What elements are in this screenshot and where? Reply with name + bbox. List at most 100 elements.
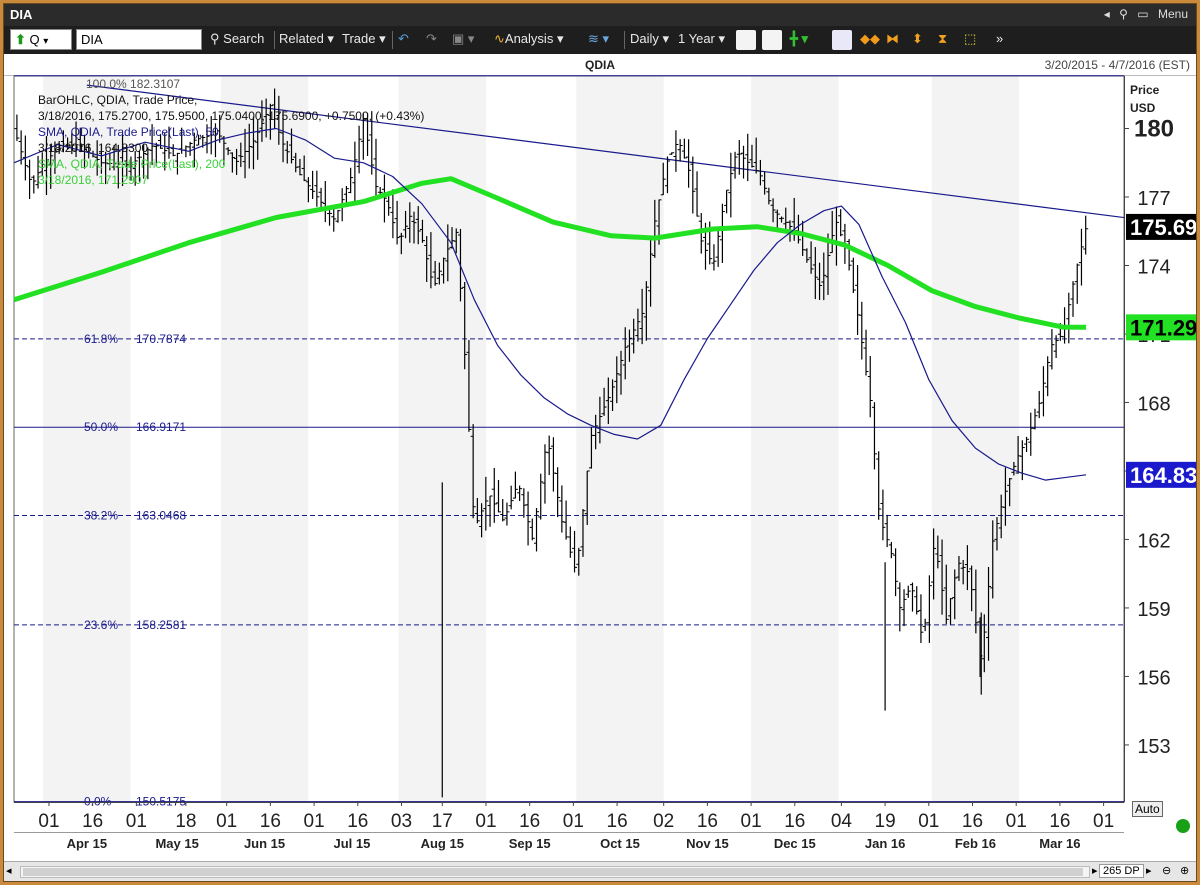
title-bar: DIA ◂ ⚲ ▭ Menu [4,4,1196,26]
interval-label: Daily [630,31,659,46]
redo-icon[interactable]: ↷ [426,31,437,46]
symbol-input[interactable]: DIA [76,29,202,50]
month-band [43,76,131,802]
more-chevron-icon[interactable]: » [996,31,1004,46]
x-tick-label: 16 [697,811,718,832]
trade-menu[interactable]: Trade ▾ [342,31,386,46]
divider [392,31,393,49]
chevron-down-icon: ▾ [43,36,49,47]
menu-button[interactable]: Menu [1157,7,1188,21]
legend-line: BarOHLC, QDIA, Trade Price, [38,93,197,107]
price-axis-label: Price [1130,83,1160,97]
x-tick-label: 16 [1049,811,1070,832]
fib-pct-label: 50.0% [84,420,118,434]
auto-scale-button[interactable]: Auto [1132,801,1163,817]
zoom-in-icon[interactable]: ⊕ [1180,865,1190,877]
symbol-type-select[interactable]: ⬆ Q ▾ [10,29,72,50]
price-badge [1126,461,1196,488]
scroll-right-icon[interactable]: ▸ [1092,865,1098,877]
fib-value-label: 170.7874 [136,332,186,346]
x-tick-label: 01 [38,811,59,832]
y-tick-label: 159 [1137,599,1170,621]
x-month-label: Dec 15 [774,836,816,851]
x-tick-label: 01 [563,811,584,832]
up-arrow-icon: ⬆ [15,32,26,47]
search-icon: ⚲ [210,31,220,46]
x-tick-label: 01 [126,811,147,832]
x-month-label: Jun 15 [244,836,285,851]
interval-select[interactable]: Daily ▾ [630,31,670,46]
x-tick-label: 16 [82,811,103,832]
undo-icon[interactable]: ↶ [398,31,409,46]
sma50-line [13,127,1087,481]
trade-label: Trade [342,31,376,46]
fit-icon[interactable]: ⧓ [886,31,899,46]
chart-title: QDIA [585,58,615,72]
zoom-icon[interactable] [832,30,852,50]
fib-value-label: 166.9171 [136,420,186,434]
x-tick-label: 16 [784,811,805,832]
legend-line: SMA, QDIA, Trade Price(Last), 200 [38,157,226,171]
x-tick-label: 01 [741,811,762,832]
chart-window: DIA ◂ ⚲ ▭ Menu ⬆ Q ▾ DIA ⚲ Search Relate… [3,3,1197,882]
x-month-label: May 15 [155,836,198,851]
x-tick-label: 01 [304,811,325,832]
price-badge-label: 175.69 [1130,215,1196,240]
scroll-end-icon[interactable]: ▸ [1146,865,1152,877]
y-tick-label: 156 [1137,667,1170,689]
related-label: Related [279,31,324,46]
camera-icon[interactable]: ▣ ▾ [452,31,475,46]
horizontal-scrollbar[interactable] [20,866,1090,878]
compare-chart-icon[interactable] [762,30,782,50]
divider [624,31,625,49]
related-menu[interactable]: Related ▾ [279,31,334,46]
x-month-label: Sep 15 [509,836,551,851]
scroll-left-icon[interactable]: ◂ [6,865,12,877]
scrollbar-thumb[interactable] [23,868,1083,876]
x-tick-label: 16 [347,811,368,832]
line-chart-icon[interactable] [736,30,756,50]
hourglass-icon[interactable]: ⧗ [938,31,948,46]
fib-100-label: 100.0% 182.3107 [86,77,180,91]
x-month-label: Aug 15 [421,836,464,851]
y-tick-label: 168 [1137,393,1170,415]
y-tick-label: 180 [1134,116,1174,143]
fib-value-label: 163.0468 [136,509,186,523]
range-select[interactable]: 1 Year ▾ [678,31,726,46]
y-tick-label: 177 [1137,188,1170,210]
pan-icon[interactable]: ◆◆ [860,31,880,46]
back-icon[interactable]: ◂ [1103,7,1110,21]
sma200-line [13,176,1087,330]
x-tick-label: 03 [391,811,412,832]
price-badge [1126,314,1196,341]
crosshair-icon[interactable]: ╋ ▾ [790,31,808,46]
x-tick-label: 17 [432,811,453,832]
legend-line: 3/18/2016, 175.2700, 175.9500, 175.0400,… [38,109,424,123]
price-badge [1126,213,1196,240]
fib-pct-label: 0.0% [84,795,112,809]
x-month-label: Nov 15 [686,836,729,851]
zoom-out-icon[interactable]: ⊖ [1162,865,1172,877]
price-chart[interactable]: QDIA 3/20/2015 - 4/7/2016 (EST) 61.8% 170.7… [4,54,1196,862]
select-icon[interactable]: ⬚ [964,31,977,46]
search-button[interactable]: ⚲ Search [210,31,264,47]
x-tick-label: 16 [962,811,983,832]
fib-pct-label: 23.6% [84,618,118,632]
x-tick-label: 16 [519,811,540,832]
fib-pct-label: 38.2% [84,509,118,523]
x-tick-label: 01 [1006,811,1027,832]
price-badge-label: 171.29 [1130,315,1196,340]
fib-pct-label: 61.8% [84,332,118,346]
x-tick-label: 16 [607,811,628,832]
data-points-box[interactable]: 265 DP [1099,864,1144,878]
wave-icon[interactable]: ≋ ▾ [588,31,610,46]
analysis-menu[interactable]: ∿Analysis ▾ [494,31,564,46]
currency-axis-label: USD [1130,101,1156,115]
link-icon[interactable]: ⚲ [1119,7,1128,21]
search-label: Search [223,31,265,46]
minimize-icon[interactable]: ▭ [1137,7,1149,21]
price-badge-label: 164.83 [1130,463,1196,488]
expand-vertical-icon[interactable]: ⬍ [912,31,923,46]
x-tick-label: 01 [216,811,237,832]
divider [274,31,275,49]
